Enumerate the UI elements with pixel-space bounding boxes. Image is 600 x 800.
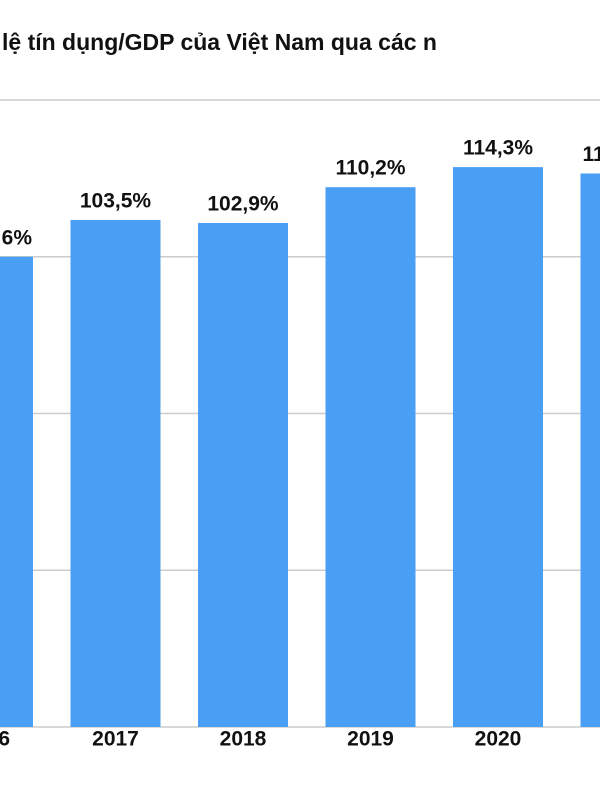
value-label: 11	[583, 143, 600, 166]
value-label: 103,5%	[80, 190, 152, 213]
bar	[580, 173, 600, 727]
x-tick-label: 2019	[347, 728, 394, 751]
x-tick-label: 6	[0, 728, 10, 751]
value-label: 102,9%	[207, 192, 279, 215]
x-tick-label: 2020	[475, 728, 522, 751]
value-label: 114,3%	[463, 137, 533, 160]
bar	[453, 167, 543, 728]
bar	[198, 222, 288, 727]
value-label: 6%	[2, 226, 33, 249]
value-label: 110,2%	[335, 157, 405, 180]
x-tick-label: 2017	[92, 728, 139, 751]
chart-title: lệ tín dụng/GDP của Việt Nam qua các n	[2, 29, 437, 55]
bar	[70, 220, 161, 727]
bar	[0, 256, 33, 727]
bar	[325, 187, 416, 727]
x-tick-label: 2018	[220, 728, 267, 751]
